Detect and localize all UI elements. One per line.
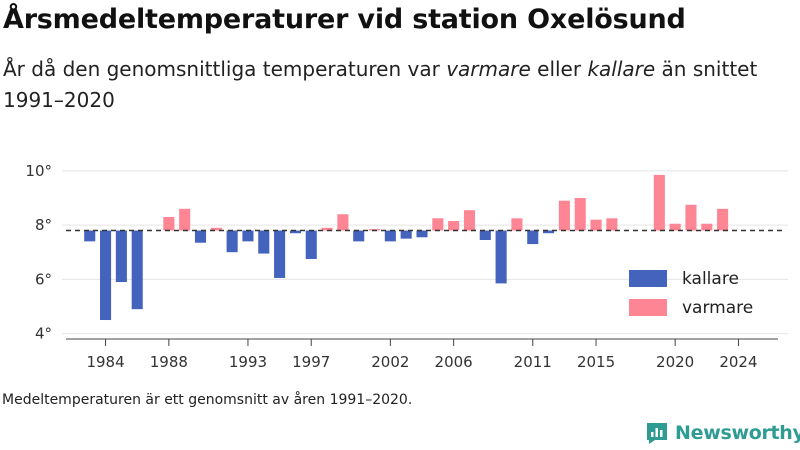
subtitle-cold-word: kallare — [587, 57, 656, 81]
x-tick-label: 2002 — [371, 353, 409, 371]
bar-2021 — [685, 204, 697, 231]
subtitle-text-3: än snittet 1991–2020 — [3, 57, 758, 112]
bar-2016 — [606, 218, 618, 231]
bar-2020 — [669, 223, 681, 231]
subtitle-warm-word: varmare — [446, 57, 531, 81]
x-tick-label: 2006 — [435, 353, 473, 371]
bar-2014 — [574, 197, 586, 231]
x-axis-ticks: 1984 1988 1993 1997 2002 2006 2011 2015 2020 2024 — [86, 339, 758, 371]
bar-1996 — [289, 230, 301, 234]
bar-2010 — [511, 218, 523, 231]
bar-2022 — [701, 223, 713, 231]
x-tick-label: 1997 — [292, 353, 330, 371]
chart-subtitle: År då den genomsnittliga temperaturen va… — [3, 54, 763, 116]
subtitle-text-1: År då den genomsnittliga temperaturen va… — [3, 57, 447, 81]
bar-2004 — [416, 230, 428, 238]
bar-2023 — [717, 208, 729, 231]
bar-2002 — [384, 230, 396, 242]
bar-1993 — [242, 230, 254, 242]
subtitle-text-2: eller — [530, 57, 588, 81]
bar-2000 — [353, 230, 365, 242]
legend-label-colder: kallare — [682, 269, 739, 289]
bar-1986 — [131, 230, 143, 310]
bar-2015 — [590, 219, 602, 231]
x-tick-label: 2020 — [656, 353, 694, 371]
bar-1988 — [163, 216, 175, 231]
bar-1983 — [84, 230, 96, 242]
x-tick-label: 1984 — [86, 353, 124, 371]
y-axis-tick-labels: 4° 6° 8° 10° — [25, 162, 52, 343]
bar-1984 — [100, 230, 112, 321]
bar-2008 — [479, 230, 491, 241]
bar-1997 — [305, 230, 317, 259]
legend: kallare varmare — [629, 269, 753, 318]
bar-1991 — [210, 227, 222, 231]
bar-2006 — [448, 221, 460, 231]
bar-chart: 4° 6° 8° 10° 1984 1988 1993 1997 2002 2006 2011 20… — [25, 162, 788, 371]
x-tick-label: 2011 — [514, 353, 552, 371]
newsworthy-logo-icon — [647, 423, 667, 444]
y-tick-label: 4° — [35, 325, 52, 343]
bar-2005 — [432, 218, 444, 231]
bar-1998 — [321, 227, 333, 231]
bars — [84, 174, 729, 321]
chart-title: Årsmedeltemperaturer vid station Oxelösu… — [3, 4, 686, 35]
newsworthy-logo: Newsworthy — [645, 420, 800, 446]
bar-2011 — [527, 230, 539, 245]
footnote: Medeltemperaturen är ett genomsnitt av å… — [2, 392, 413, 408]
x-tick-label: 1988 — [150, 353, 188, 371]
bar-2009 — [495, 230, 507, 284]
x-tick-label: 1993 — [229, 353, 267, 371]
y-gridlines — [62, 170, 788, 335]
bar-1985 — [115, 230, 127, 283]
newsworthy-wordmark: Newsworthy — [675, 422, 800, 444]
bar-2013 — [558, 200, 570, 231]
legend-swatch-colder — [629, 270, 667, 287]
legend-swatch-warmer — [629, 299, 667, 316]
x-tick-label: 2024 — [719, 353, 757, 371]
x-tick-label: 2015 — [577, 353, 615, 371]
bar-1995 — [274, 230, 286, 278]
bar-2003 — [400, 230, 412, 239]
bar-1994 — [258, 230, 270, 254]
bar-1989 — [179, 208, 191, 231]
y-tick-label: 6° — [35, 270, 52, 288]
bar-1990 — [194, 230, 207, 243]
bar-2007 — [463, 210, 476, 231]
y-tick-label: 8° — [35, 216, 52, 234]
bar-2012 — [543, 230, 555, 234]
y-tick-label: 10° — [25, 162, 52, 180]
bar-1992 — [226, 230, 238, 253]
bar-2019 — [653, 174, 665, 231]
bar-1999 — [337, 214, 349, 231]
legend-label-warmer: varmare — [682, 298, 753, 318]
